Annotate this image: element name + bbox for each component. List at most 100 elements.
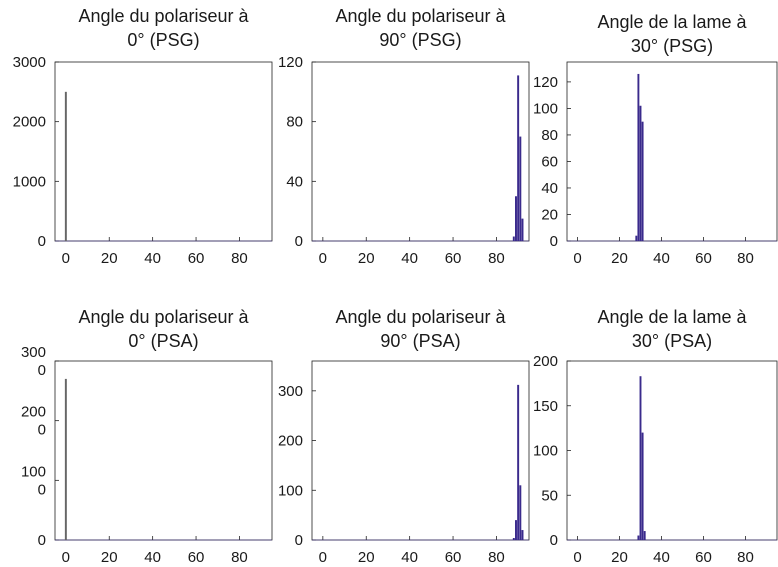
panel-title-line: 0° (PSA) [128,331,198,351]
y-tick-label: 1000 [13,173,46,190]
histogram-bar [515,196,517,241]
x-tick-label: 80 [488,549,505,566]
y-tick-label: 100 [533,100,558,117]
panel-title-line: 30° (PSG) [631,36,713,56]
x-tick-label: 40 [401,549,418,566]
x-tick-label: 0 [62,250,70,267]
histogram-panel-2: Angle du polariseur à 90° (PSG) 0 20 40 60 80 0… [278,6,530,267]
x-tick-label: 0 [573,250,581,267]
x-tick-label: 60 [695,250,712,267]
y-tick-label: 80 [286,114,303,131]
histogram-bar [521,218,524,241]
y-tick-label: 0 [550,233,558,250]
histogram-bar [637,535,640,540]
x-tick-label: 0 [319,549,327,566]
y-tick-label: 120 [533,74,558,91]
axes-frame [311,360,530,541]
histogram-bar [521,530,524,540]
x-tick-label: 40 [401,250,418,267]
y-tick-label: 200 [278,433,303,450]
y-tick-label: 0 [550,532,558,549]
histogram-bar [519,136,522,241]
histogram-bar [519,485,522,540]
panel-title-line: 90° (PSA) [380,331,460,351]
y-tick-label: 2000 [13,114,46,131]
panel-title-line: 30° (PSA) [632,331,712,351]
x-tick-label: 40 [144,250,161,267]
axes-frame [566,360,778,541]
y-tick-label: 200 [533,353,558,370]
histogram-bar [639,376,642,540]
y-tick-label: 0 [38,532,46,549]
x-tick-label: 60 [445,250,462,267]
histogram-bar [517,75,520,241]
histogram-panel-1: Angle du polariseur à 0° (PSG) 0 20 40 60 80 0 1… [13,6,273,267]
y-tick-label: 0 [38,481,46,498]
axes-frame [311,61,530,242]
histogram-bar [64,378,67,540]
axes-frame [54,360,273,541]
x-tick-label: 60 [188,250,205,267]
y-tick-label: 40 [286,173,303,190]
y-tick-label: 40 [541,180,558,197]
histogram-bar [635,235,638,241]
y-tick-label: 300 [21,344,46,361]
x-tick-label: 80 [231,250,248,267]
y-tick-label: 50 [541,487,558,504]
panel-title-line: Angle de la lame à [597,307,747,327]
y-tick-label: 100 [533,443,558,460]
x-tick-label: 80 [488,250,505,267]
axes-frame [566,61,778,242]
x-tick-label: 20 [101,549,118,566]
histogram-bar [517,384,520,540]
x-tick-label: 60 [695,549,712,566]
y-tick-label: 3000 [13,54,46,71]
x-tick-label: 40 [653,250,670,267]
y-tick-label: 0 [38,422,46,439]
histogram-bar [643,531,646,540]
y-tick-label: 20 [541,206,558,223]
panel-title-line: 0° (PSG) [127,30,199,50]
x-tick-label: 20 [611,549,628,566]
y-tick-label: 0 [38,233,46,250]
panel-title-line: Angle du polariseur à [78,6,249,26]
y-tick-label: 80 [541,127,558,144]
histogram-bar [512,236,515,241]
y-tick-label: 120 [278,54,303,71]
y-tick-label: 300 [278,383,303,400]
histogram-panel-6: Angle de la lame à 30° (PSA) 0 20 40 60 80 0 50 1… [533,307,778,566]
x-tick-label: 20 [101,250,118,267]
panel-title-line: Angle du polariseur à [335,307,506,327]
histogram-bar [64,91,67,241]
y-tick-label: 0 [295,532,303,549]
y-tick-label: 60 [541,153,558,170]
x-tick-label: 20 [611,250,628,267]
panel-title-line: Angle du polariseur à [335,6,506,26]
y-tick-label: 0 [295,233,303,250]
histogram-panel-4: Angle du polariseur à0° (PSA)0 20 40 60 8001… [21,307,273,566]
histogram-bar [641,121,644,241]
histogram-bar [637,73,640,241]
histogram-bar [512,538,515,540]
histogram-bar [639,105,642,241]
x-tick-label: 80 [231,549,248,566]
x-tick-label: 40 [144,549,161,566]
y-tick-label: 200 [21,404,46,421]
panel-title-line: 90° (PSG) [379,30,461,50]
histogram-bar [515,520,517,540]
x-tick-label: 0 [573,549,581,566]
x-tick-label: 80 [737,549,754,566]
histogram-panel-5: Angle du polariseur à 90° (PSA) 0 20 40 60 80 0… [278,307,530,566]
panel-title-line: Angle de la lame à [597,12,747,32]
panel-title-line: Angle du polariseur à [78,307,249,327]
x-tick-label: 60 [188,549,205,566]
histogram-panel-3: Angle de la lame à 30° (PSG) 0 20 40 60 80 0 20 4… [533,12,778,267]
x-tick-label: 0 [62,549,70,566]
x-tick-label: 0 [319,250,327,267]
x-tick-label: 40 [653,549,670,566]
y-tick-label: 150 [533,398,558,415]
x-tick-label: 80 [737,250,754,267]
y-tick-label: 100 [21,463,46,480]
y-tick-label: 0 [38,362,46,379]
